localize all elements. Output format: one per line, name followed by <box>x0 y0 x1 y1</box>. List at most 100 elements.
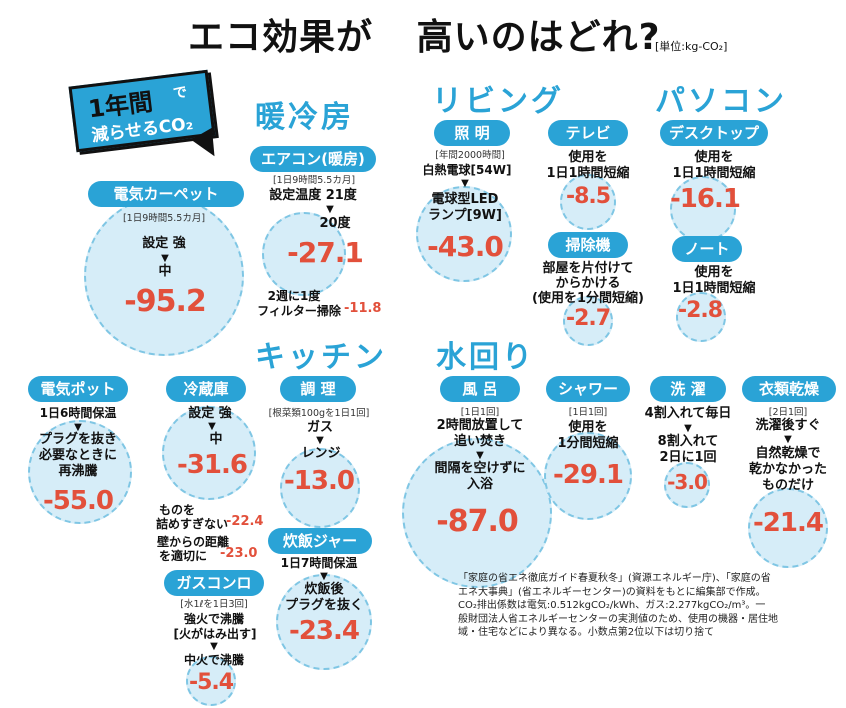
tv-circle <box>560 174 616 230</box>
gas-label: ガスコンロ <box>164 570 264 596</box>
pot-cond: 1日6時間保温 <box>39 406 117 420</box>
page-title: エコ効果が 高いのはどれ? <box>188 8 660 60</box>
footnote-line2: エネ大事典」(省エネルギーセンター)の資料をもとに編集部で作成。 <box>458 586 766 598</box>
pot-line3: 再沸騰 <box>58 464 98 479</box>
bath-line2: 追い焚き <box>453 434 506 449</box>
aircon-circle <box>262 212 346 296</box>
aircon-extra-l2: フィルター掃除 <box>257 304 341 318</box>
aircon-arrow: ▼ <box>326 204 334 215</box>
category-pc: パソコン <box>655 84 787 119</box>
vacuum-label: 掃除機 <box>548 232 628 258</box>
tv-line2: 1日1時間短縮 <box>546 166 630 181</box>
desktop-line2: 1日1時間短縮 <box>672 166 756 181</box>
fridge-extra1-value: -22.4 <box>226 514 264 529</box>
gas-from1: 強火で沸騰 <box>183 612 244 626</box>
carpet-cond: [1日9時間5.5カ月] <box>122 213 206 224</box>
tv-line1: 使用を <box>568 150 608 165</box>
notebook-value: -2.8 <box>677 298 723 323</box>
fridge-extra2-l1: 壁からの距離 <box>156 535 229 549</box>
carpet-setting: 設定 強 <box>142 236 186 251</box>
laundry-label: 洗 濯 <box>650 376 726 402</box>
desktop-circle <box>670 176 736 242</box>
rice-cond: 1日7時間保温 <box>280 556 358 570</box>
vacuum-line1: 部屋を片付けて <box>542 261 634 276</box>
vacuum-line3: (使用を1分間短縮) <box>532 291 644 306</box>
vacuum-circle <box>563 296 613 346</box>
laundry-to1: 8割入れて <box>657 434 719 449</box>
laundry-value: -3.0 <box>667 470 708 494</box>
shower-value: -29.1 <box>553 460 624 490</box>
carpet-arrow: ▼ <box>161 253 169 264</box>
shower-line1: 使用を <box>568 420 608 435</box>
title-part2: 高いのはどれ? <box>416 17 661 58</box>
fridge-value: -31.6 <box>177 450 248 480</box>
desktop-label: デスクトップ <box>660 120 768 146</box>
dryer-cond: [2日1回] <box>768 407 808 418</box>
lighting-circle <box>416 186 512 282</box>
rice-value: -23.4 <box>289 616 360 646</box>
lighting-cond: [年間2000時間] <box>435 150 505 161</box>
category-kitchen: キッチン <box>255 340 387 375</box>
pot-value: -55.0 <box>43 486 114 516</box>
bath-to2: 入浴 <box>466 477 493 492</box>
carpet-label: 電気カーペット <box>88 181 244 207</box>
carpet-value: -95.2 <box>124 284 206 319</box>
aircon-setting: 設定温度 21度 <box>269 188 357 203</box>
shower-label: シャワー <box>546 376 630 402</box>
laundry-circle <box>664 462 710 508</box>
dryer-to2: 乾かなかった <box>748 462 827 477</box>
rice-line2: プラグを抜く <box>284 598 363 613</box>
fridge-extra2-l2: を適切に <box>158 549 207 563</box>
lighting-to2: ランプ[9W] <box>428 208 502 223</box>
vacuum-line2: からかける <box>555 276 621 291</box>
notebook-line2: 1日1時間短縮 <box>672 281 756 296</box>
dryer-arrow: ▼ <box>784 434 792 445</box>
tv-label: テレビ <box>548 120 628 146</box>
pot-arrow: ▼ <box>74 422 82 433</box>
bath-label: 風 呂 <box>440 376 520 402</box>
bath-value: -87.0 <box>436 504 518 539</box>
dryer-value: -21.4 <box>753 508 824 538</box>
gas-to: 中火で沸騰 <box>183 653 244 667</box>
rice-line1: 炊飯後 <box>304 582 344 597</box>
bath-arrow: ▼ <box>476 450 484 461</box>
aircon-label: エアコン(暖房) <box>250 146 376 172</box>
lighting-value: -43.0 <box>427 230 504 263</box>
fridge-circle <box>162 406 256 500</box>
laundry-to2: 2日に1回 <box>659 450 717 465</box>
fridge-extra1-l1: ものを <box>158 503 195 517</box>
pot-label: 電気ポット <box>28 376 128 402</box>
fridge-extra2-value: -23.0 <box>220 546 258 561</box>
laundry-line1: 4割入れて毎日 <box>644 406 732 421</box>
laundry-arrow: ▼ <box>684 423 692 434</box>
cooking-value: -13.0 <box>284 466 355 496</box>
vacuum-value: -2.7 <box>565 306 611 331</box>
notebook-circle <box>676 292 726 342</box>
bath-circle <box>402 438 552 588</box>
dryer-line1: 洗濯後すぐ <box>755 418 821 433</box>
cooking-cond: [根菜類100gを1日1回] <box>268 408 370 419</box>
dryer-to1: 自然乾燥で <box>755 446 821 461</box>
cooking-to: レンジ <box>301 446 341 461</box>
cooking-arrow: ▼ <box>316 435 324 446</box>
unit-label: [単位:kg-CO₂] <box>655 40 728 53</box>
footnote-line5: 域・住宅などにより異なる。小数点第2位以下は切り捨て <box>458 627 715 638</box>
footnote-line1: 「家庭の省エネ徹底ガイド春夏秋冬」(資源エネルギー庁)、「家庭の省 <box>458 573 771 584</box>
lighting-arrow: ▼ <box>461 178 469 189</box>
gas-value: -5.4 <box>188 670 234 695</box>
category-living: リビング <box>432 84 564 119</box>
rice-arrow: ▼ <box>320 571 328 582</box>
gas-circle <box>186 656 236 706</box>
footnote: 「家庭の省エネ徹底ガイド春夏秋冬」(資源エネルギー庁)、「家庭の省 エネ大事典」… <box>458 572 838 640</box>
dryer-label: 衣類乾燥 <box>742 376 836 402</box>
badge-de: で <box>172 84 189 103</box>
lighting-to1: 電球型LED <box>431 192 499 207</box>
aircon-extra-value: -11.8 <box>344 301 382 316</box>
aircon-extra-l1: 2週に1度 <box>267 289 321 303</box>
gas-from2: [火がはみ出す] <box>173 627 257 641</box>
pot-circle <box>28 420 132 524</box>
fridge-arrow: ▼ <box>208 421 216 432</box>
aircon-value: -27.1 <box>287 236 364 269</box>
shower-line2: 1分間短縮 <box>557 436 619 451</box>
gas-cond: [水1ℓを1日3回] <box>180 599 248 610</box>
